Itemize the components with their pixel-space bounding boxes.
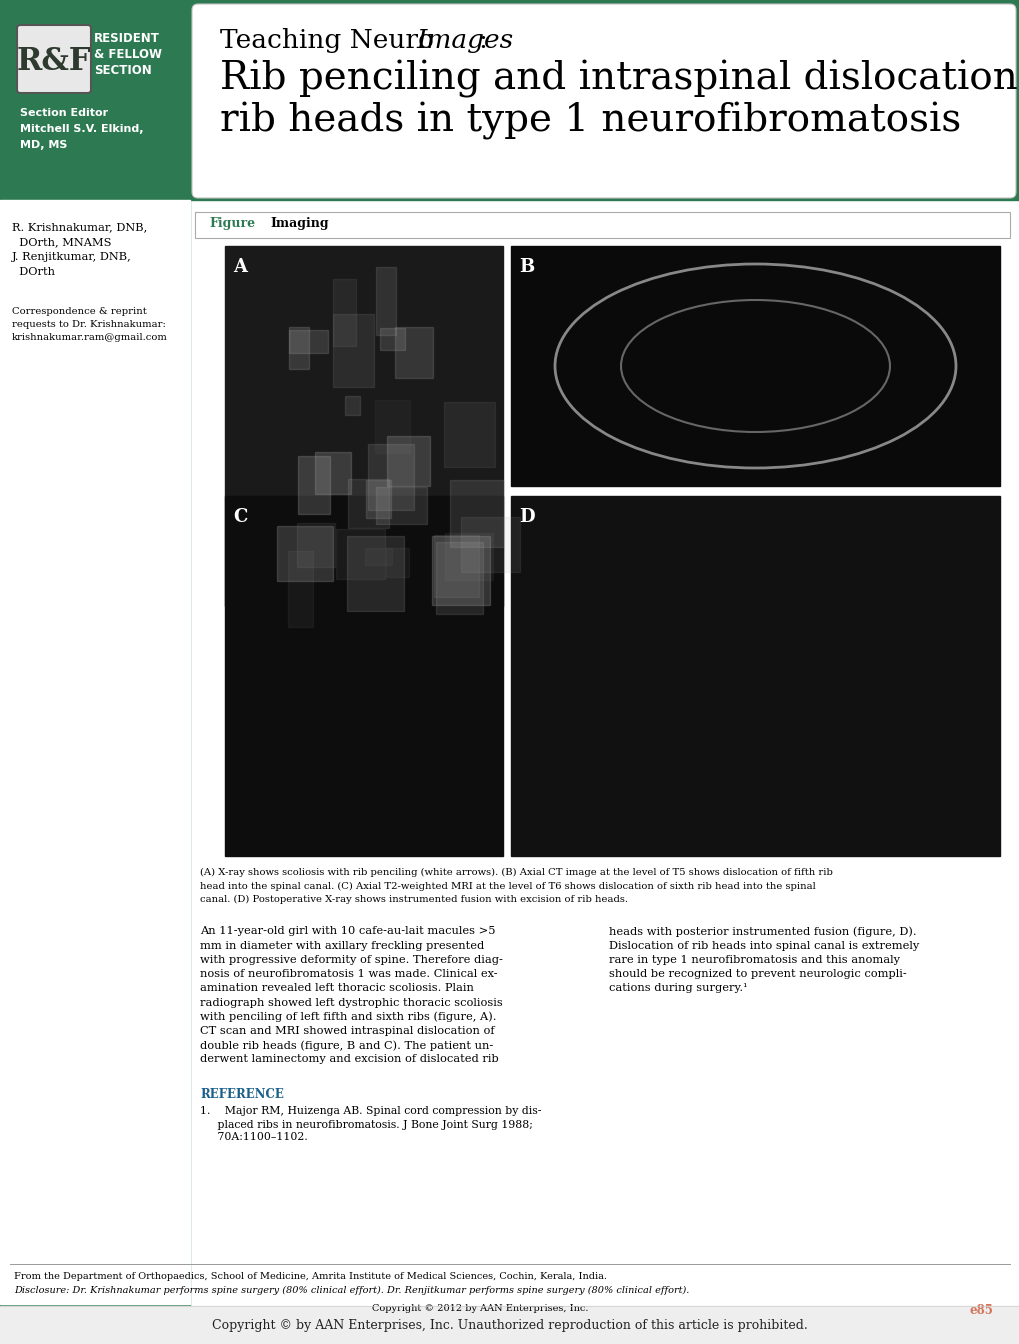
Bar — [195, 212, 1009, 238]
Text: MD, MS: MD, MS — [20, 140, 67, 151]
Text: amination revealed left thoracic scoliosis. Plain: amination revealed left thoracic scolios… — [200, 984, 474, 993]
Text: 70A:1100–1102.: 70A:1100–1102. — [200, 1133, 308, 1142]
Bar — [277, 526, 332, 581]
Text: Section Editor: Section Editor — [20, 108, 108, 118]
Bar — [347, 478, 388, 528]
Bar — [368, 444, 414, 509]
Bar — [0, 200, 190, 1304]
Text: DOrth, MNAMS: DOrth, MNAMS — [12, 237, 111, 247]
Text: Teaching Neuro: Teaching Neuro — [220, 28, 433, 52]
Bar — [288, 331, 328, 353]
Bar — [315, 452, 351, 495]
Text: :: : — [478, 28, 486, 52]
Text: Figure: Figure — [209, 218, 255, 231]
Text: Disclosure: Dr. Krishnakumar performs spine surgery (80% clinical effort). Dr. R: Disclosure: Dr. Krishnakumar performs sp… — [14, 1286, 689, 1296]
Text: Mitchell S.V. Elkind,: Mitchell S.V. Elkind, — [20, 124, 144, 134]
Bar — [0, 1306, 1019, 1344]
Bar — [375, 401, 410, 453]
FancyBboxPatch shape — [17, 26, 91, 93]
Bar — [297, 523, 334, 567]
Text: cations during surgery.¹: cations during surgery.¹ — [608, 984, 747, 993]
Bar — [443, 402, 494, 466]
Text: with penciling of left fifth and sixth ribs (figure, A).: with penciling of left fifth and sixth r… — [200, 1012, 496, 1023]
Bar — [0, 0, 1019, 200]
Text: Dislocation of rib heads into spinal canal is extremely: Dislocation of rib heads into spinal can… — [608, 941, 918, 950]
Bar — [376, 487, 427, 524]
Text: C: C — [232, 508, 248, 526]
Text: krishnakumar.ram@gmail.com: krishnakumar.ram@gmail.com — [12, 333, 168, 341]
Bar — [433, 535, 479, 597]
Bar — [394, 327, 433, 378]
Text: From the Department of Orthopaedics, School of Medicine, Amrita Institute of Med: From the Department of Orthopaedics, Sch… — [14, 1271, 606, 1281]
Bar — [444, 534, 492, 581]
Bar — [365, 548, 391, 564]
Bar — [461, 517, 520, 573]
Bar — [385, 548, 409, 577]
Text: REFERENCE: REFERENCE — [200, 1089, 283, 1102]
Bar — [346, 536, 404, 612]
Bar — [332, 314, 374, 387]
Text: placed ribs in neurofibromatosis. J Bone Joint Surg 1988;: placed ribs in neurofibromatosis. J Bone… — [200, 1120, 532, 1129]
Text: mm in diameter with axillary freckling presented: mm in diameter with axillary freckling p… — [200, 941, 484, 950]
Text: rare in type 1 neurofibromatosis and this anomaly: rare in type 1 neurofibromatosis and thi… — [608, 954, 899, 965]
Bar — [225, 246, 502, 606]
Bar — [380, 328, 405, 349]
Text: derwent laminectomy and excision of dislocated rib: derwent laminectomy and excision of disl… — [200, 1054, 498, 1064]
Text: Imaging: Imaging — [270, 218, 328, 231]
Text: Rib penciling and intraspinal dislocation of: Rib penciling and intraspinal dislocatio… — [220, 60, 1019, 98]
Text: Copyright © 2012 by AAN Enterprises, Inc.: Copyright © 2012 by AAN Enterprises, Inc… — [371, 1304, 588, 1313]
Text: e85: e85 — [969, 1304, 993, 1317]
Bar — [449, 480, 503, 547]
Text: Copyright © by AAN Enterprises, Inc. Unauthorized reproduction of this article i: Copyright © by AAN Enterprises, Inc. Una… — [212, 1318, 807, 1332]
Text: nosis of neurofibromatosis 1 was made. Clinical ex-: nosis of neurofibromatosis 1 was made. C… — [200, 969, 497, 978]
Text: CT scan and MRI showed intraspinal dislocation of: CT scan and MRI showed intraspinal dislo… — [200, 1025, 494, 1036]
Bar — [511, 496, 999, 856]
Text: with progressive deformity of spine. Therefore diag-: with progressive deformity of spine. The… — [200, 954, 502, 965]
Bar — [432, 536, 489, 605]
Bar — [366, 480, 390, 517]
Bar — [287, 551, 313, 628]
Bar — [511, 246, 999, 487]
Bar — [0, 200, 190, 1344]
Text: SECTION: SECTION — [94, 65, 152, 77]
Bar — [435, 542, 483, 614]
Text: rib heads in type 1 neurofibromatosis: rib heads in type 1 neurofibromatosis — [220, 102, 960, 140]
Text: heads with posterior instrumented fusion (figure, D).: heads with posterior instrumented fusion… — [608, 926, 916, 937]
Text: & FELLOW: & FELLOW — [94, 48, 162, 60]
Text: B: B — [519, 258, 534, 276]
Text: Images: Images — [416, 28, 513, 52]
Bar — [335, 530, 384, 579]
Text: requests to Dr. Krishnakumar:: requests to Dr. Krishnakumar: — [12, 320, 166, 329]
Text: head into the spinal canal. (C) Axial T2-weighted MRI at the level of T6 shows d: head into the spinal canal. (C) Axial T2… — [200, 882, 815, 891]
Bar — [344, 396, 360, 415]
Bar — [332, 280, 356, 345]
FancyBboxPatch shape — [192, 4, 1015, 198]
Bar — [298, 456, 330, 513]
Bar — [376, 267, 395, 335]
Text: should be recognized to prevent neurologic compli-: should be recognized to prevent neurolog… — [608, 969, 906, 978]
Text: DOrth: DOrth — [12, 267, 55, 277]
Text: Correspondence & reprint: Correspondence & reprint — [12, 306, 147, 316]
Text: radiograph showed left dystrophic thoracic scoliosis: radiograph showed left dystrophic thorac… — [200, 997, 502, 1008]
Bar — [386, 435, 430, 487]
Text: A: A — [232, 258, 247, 276]
Text: double rib heads (figure, B and C). The patient un-: double rib heads (figure, B and C). The … — [200, 1040, 493, 1051]
Text: (A) X-ray shows scoliosis with rib penciling (white arrows). (B) Axial CT image : (A) X-ray shows scoliosis with rib penci… — [200, 868, 833, 878]
Text: R&F: R&F — [16, 46, 91, 77]
Text: J. Renjitkumar, DNB,: J. Renjitkumar, DNB, — [12, 253, 131, 262]
Text: RESIDENT: RESIDENT — [94, 32, 160, 44]
Bar — [288, 327, 309, 370]
Text: R. Krishnakumar, DNB,: R. Krishnakumar, DNB, — [12, 222, 147, 233]
Text: An 11-year-old girl with 10 cafe-au-lait macules >5: An 11-year-old girl with 10 cafe-au-lait… — [200, 926, 495, 937]
Bar — [225, 496, 502, 856]
Text: D: D — [519, 508, 534, 526]
Text: 1.  Major RM, Huizenga AB. Spinal cord compression by dis-: 1. Major RM, Huizenga AB. Spinal cord co… — [200, 1106, 541, 1117]
Text: canal. (D) Postoperative X-ray shows instrumented fusion with excision of rib he: canal. (D) Postoperative X-ray shows ins… — [200, 895, 628, 905]
